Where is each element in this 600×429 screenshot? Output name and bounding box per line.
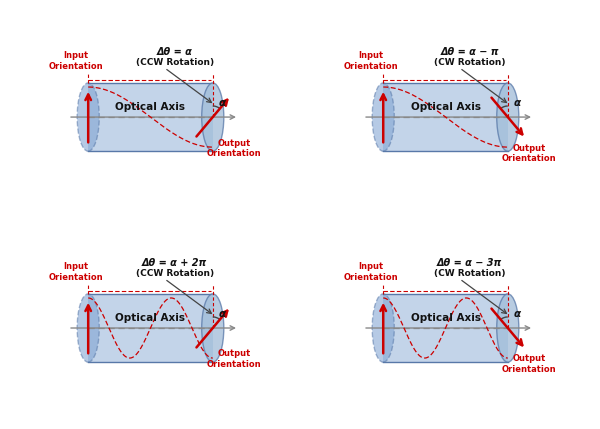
Ellipse shape [202,294,224,362]
Text: (CW Rotation): (CW Rotation) [434,269,505,278]
Text: Input
Orientation: Input Orientation [344,263,398,282]
Text: Input
Orientation: Input Orientation [49,51,103,71]
Text: Optical Axis: Optical Axis [115,102,185,112]
Ellipse shape [372,83,394,151]
Text: α: α [513,98,520,108]
Text: α: α [218,308,226,319]
Text: Output
Orientation: Output Orientation [206,139,261,158]
Text: Δθ = α + 2π: Δθ = α + 2π [142,258,207,268]
Text: Output
Orientation: Output Orientation [502,354,556,374]
Text: (CW Rotation): (CW Rotation) [434,58,505,67]
Polygon shape [88,83,213,151]
Ellipse shape [372,294,394,362]
Text: Optical Axis: Optical Axis [115,313,185,323]
Text: Input
Orientation: Input Orientation [49,263,103,282]
Ellipse shape [202,83,224,151]
Ellipse shape [497,294,519,362]
Text: Output
Orientation: Output Orientation [206,350,261,369]
Polygon shape [88,294,213,362]
Text: (CCW Rotation): (CCW Rotation) [136,58,214,67]
Text: Δθ = α − π: Δθ = α − π [440,47,499,57]
Text: Δθ = α: Δθ = α [157,47,193,57]
Text: Optical Axis: Optical Axis [410,102,481,112]
Text: α: α [218,98,226,108]
Polygon shape [383,294,508,362]
Ellipse shape [497,83,519,151]
Text: Output
Orientation: Output Orientation [502,144,556,163]
Text: (CCW Rotation): (CCW Rotation) [136,269,214,278]
Text: Optical Axis: Optical Axis [410,313,481,323]
Ellipse shape [77,294,99,362]
Text: α: α [513,308,520,319]
Text: Δθ = α − 3π: Δθ = α − 3π [437,258,502,268]
Text: Input
Orientation: Input Orientation [344,51,398,71]
Polygon shape [383,83,508,151]
Ellipse shape [77,83,99,151]
